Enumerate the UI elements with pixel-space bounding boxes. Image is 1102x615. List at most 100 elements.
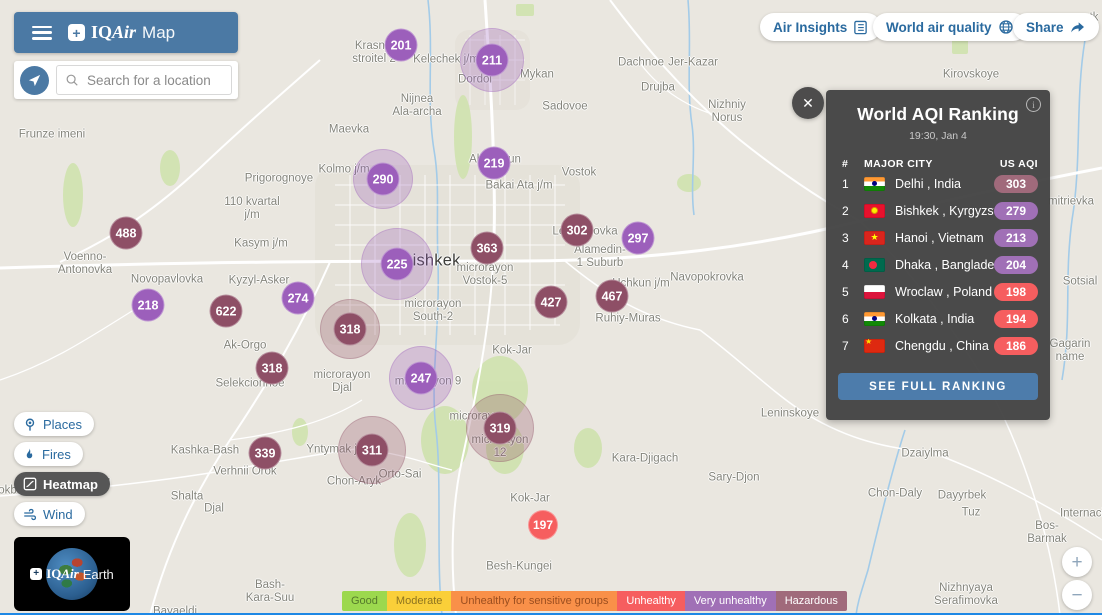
aqi-marker[interactable]: 319 — [483, 411, 517, 445]
iqair-logo: + IQAir Map — [68, 22, 175, 43]
aqi-marker[interactable]: 211 — [475, 43, 509, 77]
share-button[interactable]: Share — [1013, 13, 1099, 41]
aqi-marker[interactable]: 363 — [470, 231, 504, 265]
rank-number: 5 — [842, 284, 849, 299]
ranking-rows: 1 Delhi , India 303 2 Bishkek , Kyrgyzstan27… — [826, 170, 1050, 359]
aqi-marker[interactable]: 218 — [131, 288, 165, 322]
ranking-row[interactable]: 5 Wroclaw , Poland 198 — [842, 278, 1038, 305]
map-label: Leninskoye — [760, 407, 820, 420]
legend-segment-good: Good — [342, 591, 387, 611]
panel-timestamp: 19:30, Jan 4 — [909, 130, 967, 142]
air-insights-button[interactable]: Air Insights — [760, 13, 882, 41]
aqi-badge: 279 — [994, 201, 1038, 220]
ranking-row[interactable]: 6 Kolkata , India 194 — [842, 305, 1038, 332]
city-name: Chengdu , China — [895, 338, 989, 353]
legend-segment-very-unhealthy: Very unhealthy — [684, 591, 776, 611]
map-label: microrayon South-2 — [404, 297, 462, 323]
air-insights-label: Air Insights — [773, 19, 848, 35]
vietnam-flag-icon — [864, 230, 885, 245]
map-label: Dachnoe — [617, 56, 665, 69]
aqi-marker[interactable]: 302 — [560, 213, 594, 247]
layer-button-places[interactable]: Places — [14, 412, 95, 436]
map-label: Sary-Djon — [708, 471, 760, 484]
menu-icon[interactable] — [32, 25, 52, 40]
map-label: Kyzyl-Asker — [228, 274, 290, 287]
aqi-marker[interactable]: 297 — [621, 221, 655, 255]
aqi-marker[interactable]: 274 — [281, 281, 315, 315]
aqi-marker[interactable]: 318 — [333, 312, 367, 346]
aqi-badge: 198 — [994, 282, 1038, 301]
aqi-marker[interactable]: 318 — [255, 351, 289, 385]
ranking-row[interactable]: 2 Bishkek , Kyrgyzstan279 — [842, 197, 1038, 224]
aqi-marker[interactable]: 488 — [109, 216, 143, 250]
see-full-ranking-button[interactable]: SEE FULL RANKING — [838, 373, 1038, 400]
close-panel-button[interactable]: ✕ — [792, 87, 824, 119]
earth-brand: + IQAir Earth — [30, 566, 114, 582]
aqi-marker[interactable]: 622 — [209, 294, 243, 328]
map-label: Novopavlovka — [130, 273, 204, 286]
aqi-marker[interactable]: 467 — [595, 279, 629, 313]
rivers — [427, 0, 1086, 615]
fire-icon — [26, 448, 33, 459]
zoom-out-button[interactable]: − — [1062, 580, 1092, 610]
rank-number: 7 — [842, 338, 849, 353]
map-label: microrayon Djal — [313, 368, 371, 394]
layer-button-fires[interactable]: Fires — [14, 442, 83, 466]
map-label: Voenno- Antonovka — [57, 250, 113, 276]
ranking-row[interactable]: 4 Dhaka , Bangladesh204 — [842, 251, 1038, 278]
aqi-marker[interactable]: 225 — [380, 247, 414, 281]
aqi-legend: Good Moderate Unhealthy for sensitive grou… — [342, 591, 847, 611]
aqi-marker[interactable]: 219 — [477, 146, 511, 180]
map-label: Sotsial — [1062, 275, 1098, 288]
india-flag-icon — [864, 176, 885, 191]
kyrgyzstan-flag-icon — [864, 203, 885, 218]
map-label: Drujba — [641, 81, 675, 94]
search-input[interactable] — [85, 71, 231, 89]
map-label: Bakai Ata j/m — [485, 179, 553, 192]
city-name: Kolkata , India — [895, 311, 975, 326]
map-label: Prigorognoye — [244, 172, 314, 185]
layer-label: Wind — [43, 506, 73, 522]
ranking-row[interactable]: 7 Chengdu , China 186 — [842, 332, 1038, 359]
map-label: 110 kvartal j/m — [224, 195, 280, 221]
wind-icon — [24, 508, 36, 520]
earth-word: Earth — [82, 566, 114, 582]
ranking-row[interactable]: 1 Delhi , India 303 — [842, 170, 1038, 197]
map-label: Bos-Barmak — [1027, 519, 1067, 545]
map-label: Dayyrbek — [937, 489, 987, 502]
panel-title: World AQI Ranking — [857, 104, 1019, 124]
heatmap-icon — [23, 477, 37, 491]
map-pin-icon — [25, 418, 35, 431]
legend-segment-hazardous: Hazardous — [775, 591, 847, 611]
map-label: Tuz — [961, 506, 981, 519]
info-icon[interactable]: i — [1026, 97, 1041, 112]
layer-button-heatmap[interactable]: Heatmap — [14, 472, 110, 496]
ranking-column-headers: # MAJOR CITY US AQI — [842, 158, 1038, 170]
map-label: microrayon Vostok-5 — [456, 261, 514, 287]
ranking-row[interactable]: 3 Hanoi , Vietnam 213 — [842, 224, 1038, 251]
aqi-marker[interactable]: 311 — [355, 433, 389, 467]
layer-button-wind[interactable]: Wind — [14, 502, 85, 526]
aqi-marker[interactable]: 339 — [248, 436, 282, 470]
aqi-badge: 194 — [994, 309, 1038, 328]
world-air-quality-button[interactable]: World air quality — [873, 13, 1027, 41]
aqi-marker[interactable]: 247 — [404, 361, 438, 395]
aqi-marker[interactable]: 197 — [528, 510, 558, 540]
aqi-marker[interactable]: 290 — [366, 162, 400, 196]
aqi-marker[interactable]: 201 — [384, 28, 418, 62]
aqi-badge: 213 — [994, 228, 1038, 247]
map-label: Nizhniy Norus — [708, 98, 746, 124]
aqi-marker[interactable]: 427 — [534, 285, 568, 319]
map-label: Kashka-Bash — [170, 444, 240, 457]
rank-number: 6 — [842, 311, 849, 326]
map-label: Gagarin name — [1049, 337, 1091, 363]
iqair-earth-preview[interactable]: + IQAir Earth — [14, 537, 130, 611]
zoom-in-button[interactable]: + — [1062, 547, 1092, 577]
brand-name: IQAir — [91, 22, 137, 42]
map-label: Ruhiy-Muras — [595, 312, 661, 325]
aqi-badge: 204 — [994, 255, 1038, 274]
legend-segment-moderate: Moderate — [386, 591, 452, 611]
my-location-button[interactable] — [20, 65, 49, 95]
